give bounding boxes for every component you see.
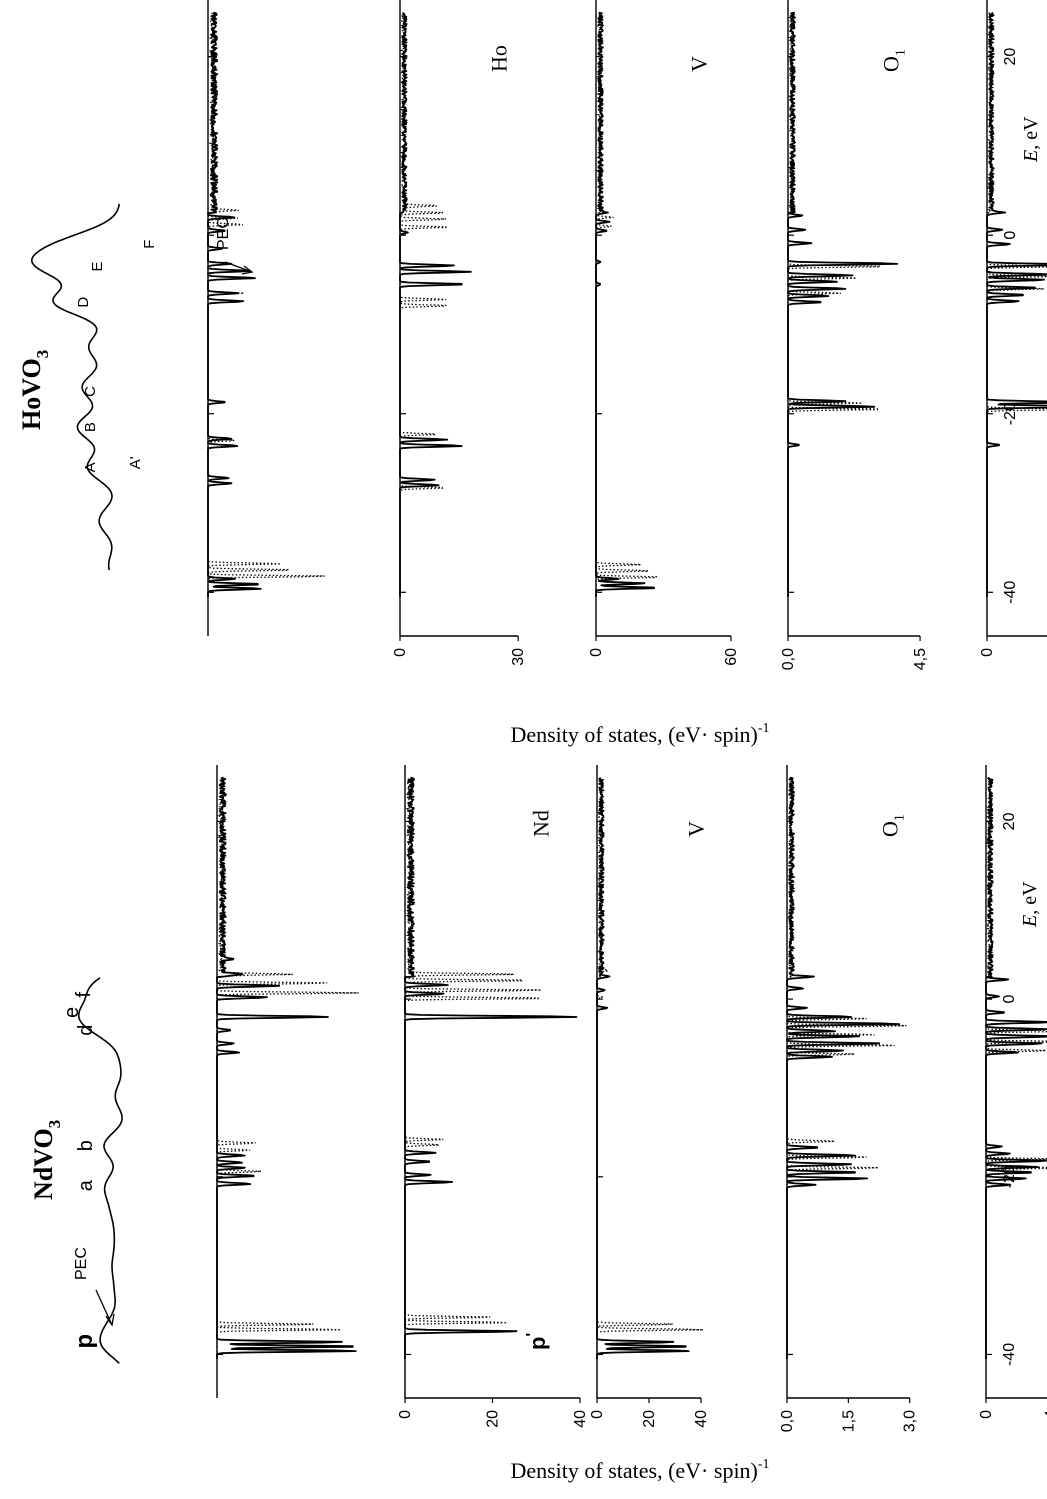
pec-label: PEC: [215, 217, 232, 250]
pec-feature-label: b: [75, 1140, 97, 1151]
dos-curve-dotted: [399, 11, 447, 597]
pec-feature-label: p: [71, 1334, 98, 1349]
dos-curve-dotted: [787, 12, 881, 597]
panel-total: [207, 0, 325, 636]
pec-feature-label: C: [82, 386, 99, 397]
density-tick-label: 3,0: [902, 1410, 919, 1432]
pec-feature-label: A': [127, 456, 144, 469]
density-tick-label: 20: [641, 1410, 658, 1428]
dos-curve-solid: [787, 11, 899, 597]
energy-axis-label: E, eV: [1020, 116, 1042, 163]
pec-feature-label: B: [82, 422, 99, 432]
density-tick-label: 4,5: [912, 648, 929, 670]
panel-O1: 0,0 4,5 O1: [780, 0, 929, 670]
panel-Ho: 0 30 Ho: [392, 0, 527, 666]
pec-arrow: [224, 261, 254, 275]
dos-curve-solid: [985, 776, 1047, 1360]
density-tick-label: 60: [723, 648, 740, 666]
energy-axis-label: E, eV: [1019, 881, 1041, 928]
density-tick-label: 0,0: [780, 648, 797, 670]
density-tick-label: 1,5: [840, 1410, 857, 1432]
p-prime-label: p': [524, 1333, 550, 1350]
dos-curve-dotted: [595, 11, 658, 597]
dos-curve-dotted: [596, 777, 704, 1359]
dos-curve-solid: [207, 11, 262, 597]
density-tick-label: 0: [588, 648, 605, 657]
pec-curve: [77, 977, 123, 1364]
dos-curve-solid: [216, 776, 357, 1360]
pec-feature-label: A: [82, 462, 99, 472]
panel-O1: 0,0 1,5 3,0 O1: [779, 765, 919, 1432]
energy-tick-label: -20: [1001, 1165, 1018, 1188]
energy-tick-label: 0: [1001, 995, 1018, 1004]
dos-curve-solid: [399, 12, 472, 597]
panel-label: V: [684, 821, 709, 837]
density-tick-label: 0: [392, 648, 409, 657]
panel-V: 0 20 40 V: [589, 765, 710, 1428]
dos-curve-solid: [786, 776, 901, 1360]
panel-Nd: 0 20 40 Nd p': [397, 765, 589, 1428]
dos-curve-dotted: [216, 777, 359, 1359]
hovo3-chart: 0 30 Ho 0 60 V 0,0 4,5 O1 010O2-40 -20 0 20 E, eV Dens…: [17, 0, 1047, 747]
panel-O2: 048O2: [978, 765, 1047, 1419]
density-tick-label: 30: [510, 648, 527, 666]
panel-total: [216, 765, 359, 1398]
panel-label: O1: [878, 814, 908, 837]
density-tick-label: 0: [589, 1410, 606, 1419]
density-tick-label: 4: [1043, 1410, 1047, 1419]
energy-tick-label: 0: [1002, 231, 1019, 240]
ndvo3-chart: 02040Ndp'02040V0,01,53,0O1048O2-40-20020…: [29, 765, 1047, 1483]
panel-O2: 010O2: [979, 0, 1047, 657]
density-tick-label: 40: [572, 1410, 589, 1428]
density-axis-label: Density of states, (eV· spin)-1: [510, 1457, 769, 1483]
panel-label: V: [687, 56, 712, 72]
dos-curve-dotted: [786, 776, 907, 1359]
density-axis-label: Density of states, (eV· spin)-1: [510, 721, 769, 747]
dos-curve-dotted: [986, 12, 1047, 597]
density-tick-label: 0: [978, 1410, 995, 1419]
density-tick-label: 0,0: [779, 1410, 796, 1432]
pec-feature-label: a: [75, 1179, 97, 1191]
compound-title: HoVO3: [17, 350, 52, 430]
energy-tick-label: 20: [1001, 812, 1018, 830]
pec-arrow: [95, 1289, 115, 1327]
energy-tick-label: -40: [1001, 1343, 1018, 1366]
pec-feature-label: f: [73, 991, 95, 997]
dos-curve-dotted: [985, 776, 1047, 1359]
dos-curve-dotted: [207, 11, 325, 597]
dos-curve-solid: [404, 776, 578, 1360]
compound-title: NdVO3: [29, 1120, 64, 1200]
energy-tick-label: -20: [1002, 402, 1019, 425]
density-tick-label: 20: [485, 1410, 502, 1428]
pec-feature-label: E: [89, 261, 106, 271]
pec-feature-label: d: [75, 1025, 97, 1036]
dos-curve-dotted: [403, 777, 542, 1359]
pec-feature-label: D: [75, 297, 92, 308]
energy-tick-label: -40: [1002, 581, 1019, 604]
panel-label: Nd: [529, 810, 554, 837]
dos-curve-solid: [595, 11, 655, 597]
density-tick-label: 0: [979, 648, 996, 657]
panel-V: 0 60 V: [588, 0, 740, 666]
dos-curve-solid: [986, 11, 1047, 597]
density-tick-label: 40: [693, 1410, 710, 1428]
density-tick-label: 0: [397, 1410, 414, 1419]
panel-label: Ho: [487, 45, 512, 72]
panel-label: O1: [879, 49, 909, 72]
pec-label: PEC: [73, 1247, 90, 1280]
dos-curve-solid: [596, 777, 690, 1360]
pec-feature-label: F: [141, 240, 158, 249]
energy-tick-label: 20: [1002, 48, 1019, 66]
pec-curve: [30, 203, 120, 571]
pec-feature-label: e: [61, 1007, 83, 1018]
